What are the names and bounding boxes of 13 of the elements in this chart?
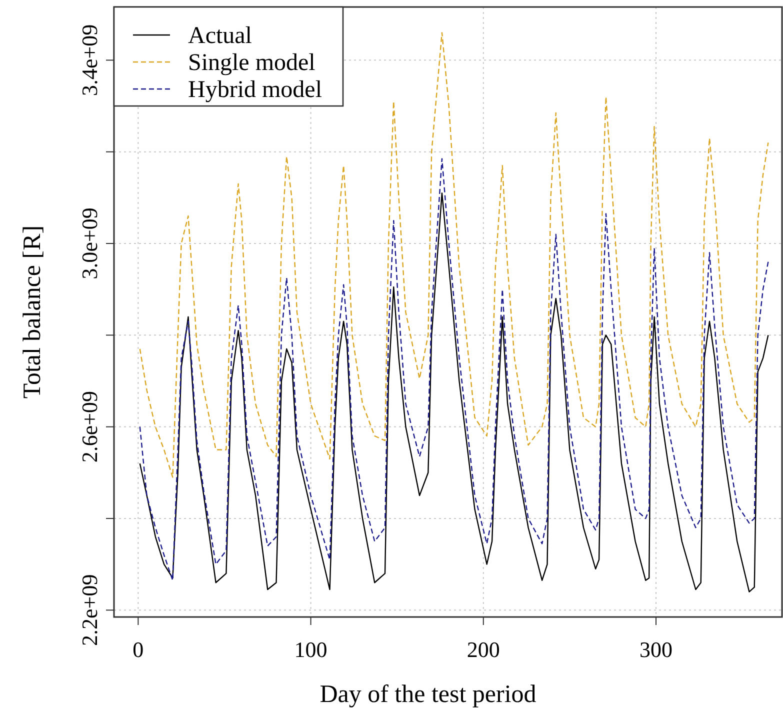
- x-tick-label: 300: [639, 637, 672, 662]
- y-tick-label: 3.4e+09: [77, 24, 102, 96]
- y-axis-title: Total balance [R]: [19, 225, 46, 399]
- x-tick-label: 100: [294, 637, 328, 662]
- legend-label: Single model: [188, 50, 316, 76]
- legend-label: Actual: [188, 23, 252, 49]
- legend-label: Hybrid model: [188, 77, 322, 103]
- y-tick-label: 2.6e+09: [77, 390, 102, 463]
- x-tick-label: 200: [466, 637, 500, 662]
- y-tick-label: 2.2e+09: [77, 574, 102, 646]
- y-tick-label: 3.0e+09: [77, 208, 102, 280]
- x-axis-title: Day of the test period: [320, 681, 537, 708]
- x-tick-label: 0: [132, 637, 144, 662]
